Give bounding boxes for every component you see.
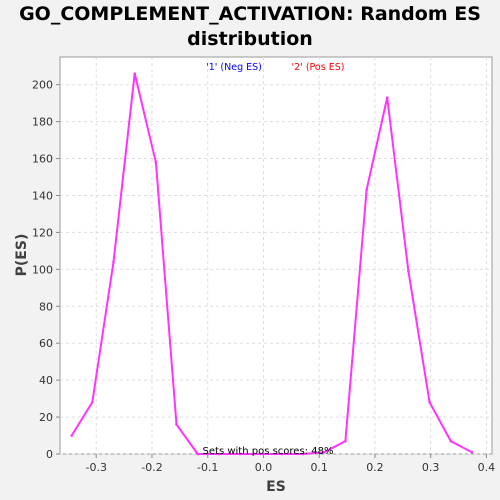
y-tick-label: 180 bbox=[32, 116, 53, 129]
y-tick-label: 20 bbox=[39, 411, 53, 424]
data-point bbox=[301, 452, 305, 456]
chart-title-line-1: GO_COMPLEMENT_ACTIVATION: Random ES bbox=[19, 3, 481, 25]
x-tick-label: -0.2 bbox=[141, 461, 162, 474]
y-tick-label: 140 bbox=[32, 189, 53, 202]
x-tick-label: -0.1 bbox=[197, 461, 218, 474]
legend-pos-es: '2' (Pos ES) bbox=[292, 62, 345, 73]
annotation-pos-scores: Sets with pos scores: 48% bbox=[203, 446, 334, 457]
y-tick-label: 200 bbox=[32, 79, 53, 92]
data-point bbox=[133, 72, 136, 75]
data-point bbox=[407, 269, 410, 273]
y-tick-label: 100 bbox=[32, 263, 53, 276]
data-point bbox=[112, 260, 115, 264]
y-tick-label: 60 bbox=[39, 337, 53, 350]
y-tick-label: 120 bbox=[32, 226, 53, 239]
y-tick-label: 40 bbox=[39, 374, 53, 387]
data-point bbox=[449, 439, 453, 443]
data-point bbox=[428, 400, 431, 404]
data-point bbox=[175, 423, 178, 426]
chart-title: GO_COMPLEMENT_ACTIVATION: Random ES dist… bbox=[0, 2, 500, 52]
grid bbox=[60, 57, 492, 455]
series-layer bbox=[70, 72, 474, 456]
x-tick-label: 0.0 bbox=[255, 461, 273, 474]
data-point bbox=[217, 452, 221, 456]
y-tick-label: 0 bbox=[46, 448, 53, 461]
y-axis-label: P(ES) bbox=[14, 234, 30, 277]
data-point bbox=[196, 452, 199, 456]
y-tick-label: 160 bbox=[32, 153, 53, 166]
data-point bbox=[91, 400, 94, 404]
x-tick-label: 0.4 bbox=[478, 461, 496, 474]
x-tick-label: -0.3 bbox=[85, 461, 106, 474]
x-tick-label: 0.2 bbox=[366, 461, 384, 474]
data-point bbox=[322, 450, 326, 454]
chart-title-line-2: distribution bbox=[187, 28, 313, 50]
legend: '1' (Neg ES) '2' (Pos ES) bbox=[206, 62, 344, 73]
data-point bbox=[259, 452, 262, 456]
data-point bbox=[470, 450, 474, 454]
data-point bbox=[280, 452, 284, 456]
legend-neg-es: '1' (Neg ES) bbox=[206, 62, 262, 73]
series-line bbox=[70, 72, 473, 455]
data-point bbox=[365, 188, 368, 192]
plot-area bbox=[59, 56, 493, 455]
x-tick-label: 0.3 bbox=[422, 461, 440, 474]
data-point bbox=[70, 434, 74, 437]
x-axis-label: ES bbox=[266, 479, 286, 495]
y-tick-label: 80 bbox=[39, 300, 53, 313]
data-point bbox=[385, 96, 389, 99]
x-tick-label: 0.1 bbox=[310, 461, 328, 474]
data-point bbox=[154, 160, 158, 164]
axes: -0.3 -0.2 -0.1 0.0 0.1 0.2 0.3 0.4 0 20 40 60 80 100 1… bbox=[32, 79, 495, 474]
data-point bbox=[344, 439, 347, 443]
data-point bbox=[238, 452, 242, 456]
